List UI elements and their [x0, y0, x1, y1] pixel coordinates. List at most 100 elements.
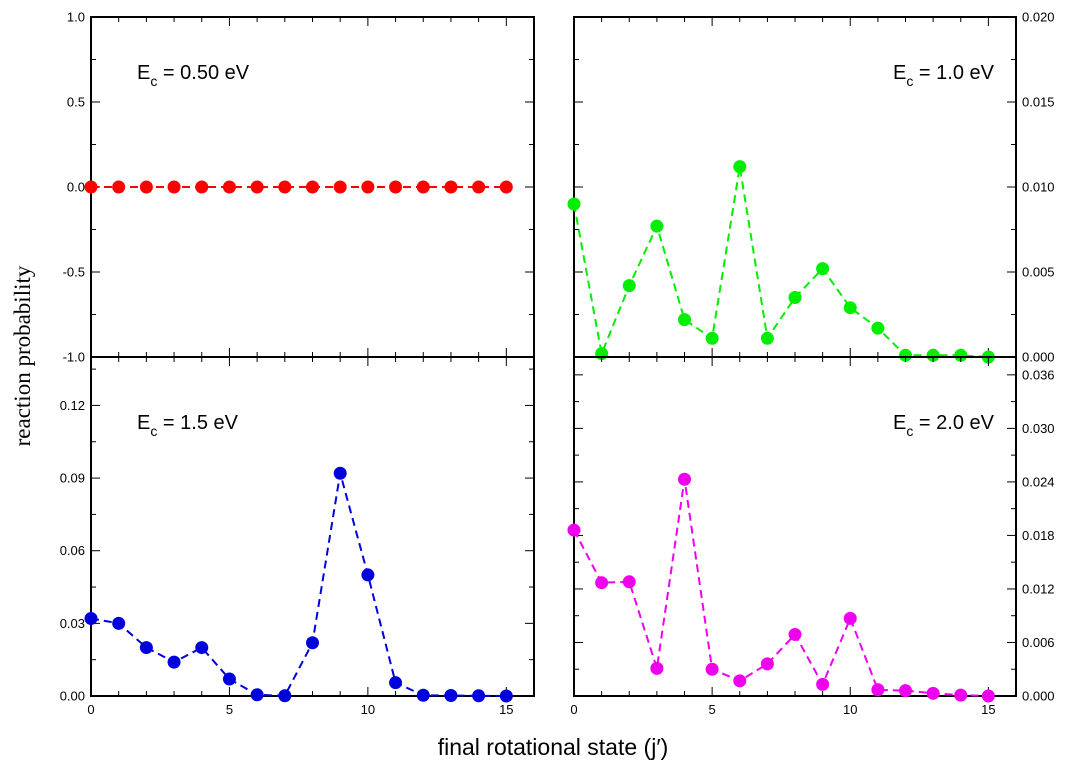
y-tick-label: -1.0 — [63, 350, 85, 365]
y-tick-label: 0.005 — [1022, 265, 1055, 280]
y-tick-label: -0.5 — [63, 265, 85, 280]
series-line — [573, 479, 989, 697]
annotation-main: E — [137, 412, 150, 434]
data-point — [595, 576, 609, 590]
energy-annotation: Ec = 2.0 eV — [893, 412, 995, 439]
y-tick-label: 1.0 — [67, 10, 85, 25]
y-tick-label: 0.012 — [1022, 581, 1055, 596]
annotation-main: E — [893, 62, 906, 84]
data-point — [278, 689, 292, 703]
data-point — [499, 689, 513, 703]
annotation-subscript: c — [150, 73, 157, 89]
x-tick-label: 0 — [570, 702, 577, 717]
data-point — [389, 180, 403, 194]
data-point — [926, 686, 940, 700]
annotation-subscript: c — [150, 423, 157, 439]
data-point — [306, 636, 319, 650]
data-point — [306, 180, 319, 194]
data-point — [567, 197, 581, 211]
series-line — [90, 472, 507, 697]
annotation-rest: = 2.0 eV — [913, 412, 994, 434]
energy-annotation: Ec = 0.50 eV — [137, 62, 250, 89]
data-point — [733, 160, 747, 174]
energy-annotation: Ec = 1.0 eV — [893, 62, 995, 89]
data-point — [650, 219, 664, 233]
data-point — [622, 279, 636, 293]
y-tick-label: 0.000 — [1022, 350, 1055, 365]
y-tick-label: 0.006 — [1022, 635, 1055, 650]
data-point — [622, 575, 636, 589]
x-tick-label: 10 — [361, 702, 375, 717]
data-point — [816, 262, 830, 276]
data-point — [705, 331, 719, 345]
y-tick-label: 0.5 — [67, 95, 85, 110]
data-point — [926, 348, 940, 362]
data-point — [816, 677, 830, 691]
data-point — [139, 641, 153, 655]
y-tick-label: 0.03 — [60, 616, 85, 631]
data-point — [112, 616, 126, 630]
y-tick-label: 0.030 — [1022, 421, 1055, 436]
y-tick-label: 0.024 — [1022, 474, 1055, 489]
data-point — [899, 348, 912, 362]
data-point — [112, 180, 126, 194]
panel-bottom-left: 0 5 10 15 0.00 0.03 0.06 0.09 0.12 Ec = 1.5 eV — [60, 356, 535, 717]
data-point — [278, 180, 292, 194]
annotation-subscript: c — [906, 423, 913, 439]
data-point — [871, 321, 885, 335]
x-tick-label: 10 — [843, 702, 857, 717]
annotation-rest: = 0.50 eV — [157, 62, 249, 84]
data-point — [167, 180, 181, 194]
y-tick-label: 0.000 — [1022, 689, 1055, 704]
data-point — [871, 683, 885, 697]
y-tick-label: 0.00 — [60, 689, 85, 704]
data-point — [472, 180, 486, 194]
data-point — [444, 689, 458, 703]
data-point — [84, 180, 98, 194]
y-tick-label: 0.015 — [1022, 95, 1055, 110]
data-point — [333, 180, 347, 194]
data-point — [788, 291, 802, 304]
x-tick-label: 5 — [226, 702, 233, 717]
x-tick-label: 0 — [87, 702, 94, 717]
panel-top-left: -1.0 -0.5 0.0 0.5 1.0 Ec = 0.50 eV — [63, 10, 535, 365]
y-tick-label: 0.0 — [67, 180, 85, 195]
data-point — [250, 180, 264, 194]
x-tick-label: 5 — [709, 702, 716, 717]
x-axis-label: final rotational state (j′) — [438, 734, 669, 760]
data-point — [678, 472, 691, 486]
series-line — [573, 166, 989, 358]
data-point — [499, 180, 513, 194]
energy-annotation: Ec = 1.5 eV — [137, 412, 239, 439]
annotation-subscript: c — [906, 73, 913, 89]
data-point — [416, 180, 430, 194]
data-point — [843, 611, 857, 625]
y-tick-label: 0.020 — [1022, 10, 1055, 25]
data-point — [650, 661, 664, 675]
data-point — [416, 688, 430, 702]
y-tick-label: 0.09 — [60, 471, 85, 486]
data-point — [678, 313, 691, 327]
data-point — [705, 662, 719, 676]
data-point — [222, 180, 236, 194]
data-point — [954, 348, 968, 362]
data-point — [954, 688, 968, 702]
data-point — [361, 180, 375, 194]
data-point — [733, 674, 747, 688]
data-point — [250, 688, 264, 702]
data-point — [333, 466, 347, 480]
data-point — [788, 627, 802, 641]
y-axis-label: reaction probability — [10, 265, 35, 446]
data-point — [361, 568, 375, 582]
data-point — [760, 331, 774, 345]
x-tick-label: 15 — [981, 702, 995, 717]
data-point — [843, 301, 857, 315]
y-tick-label: 0.010 — [1022, 180, 1055, 195]
annotation-rest: = 1.5 eV — [157, 412, 238, 434]
data-point — [472, 689, 486, 703]
annotation-main: E — [137, 62, 150, 84]
panel-bottom-right: 0 5 10 15 0.000 0.006 0.012 0.018 0.024 0.030 0.03… — [567, 356, 1055, 717]
data-point — [222, 672, 236, 686]
panel-top-right: 0.000 0.005 0.010 0.015 0.020 Ec = 1.0 eV — [567, 10, 1055, 365]
